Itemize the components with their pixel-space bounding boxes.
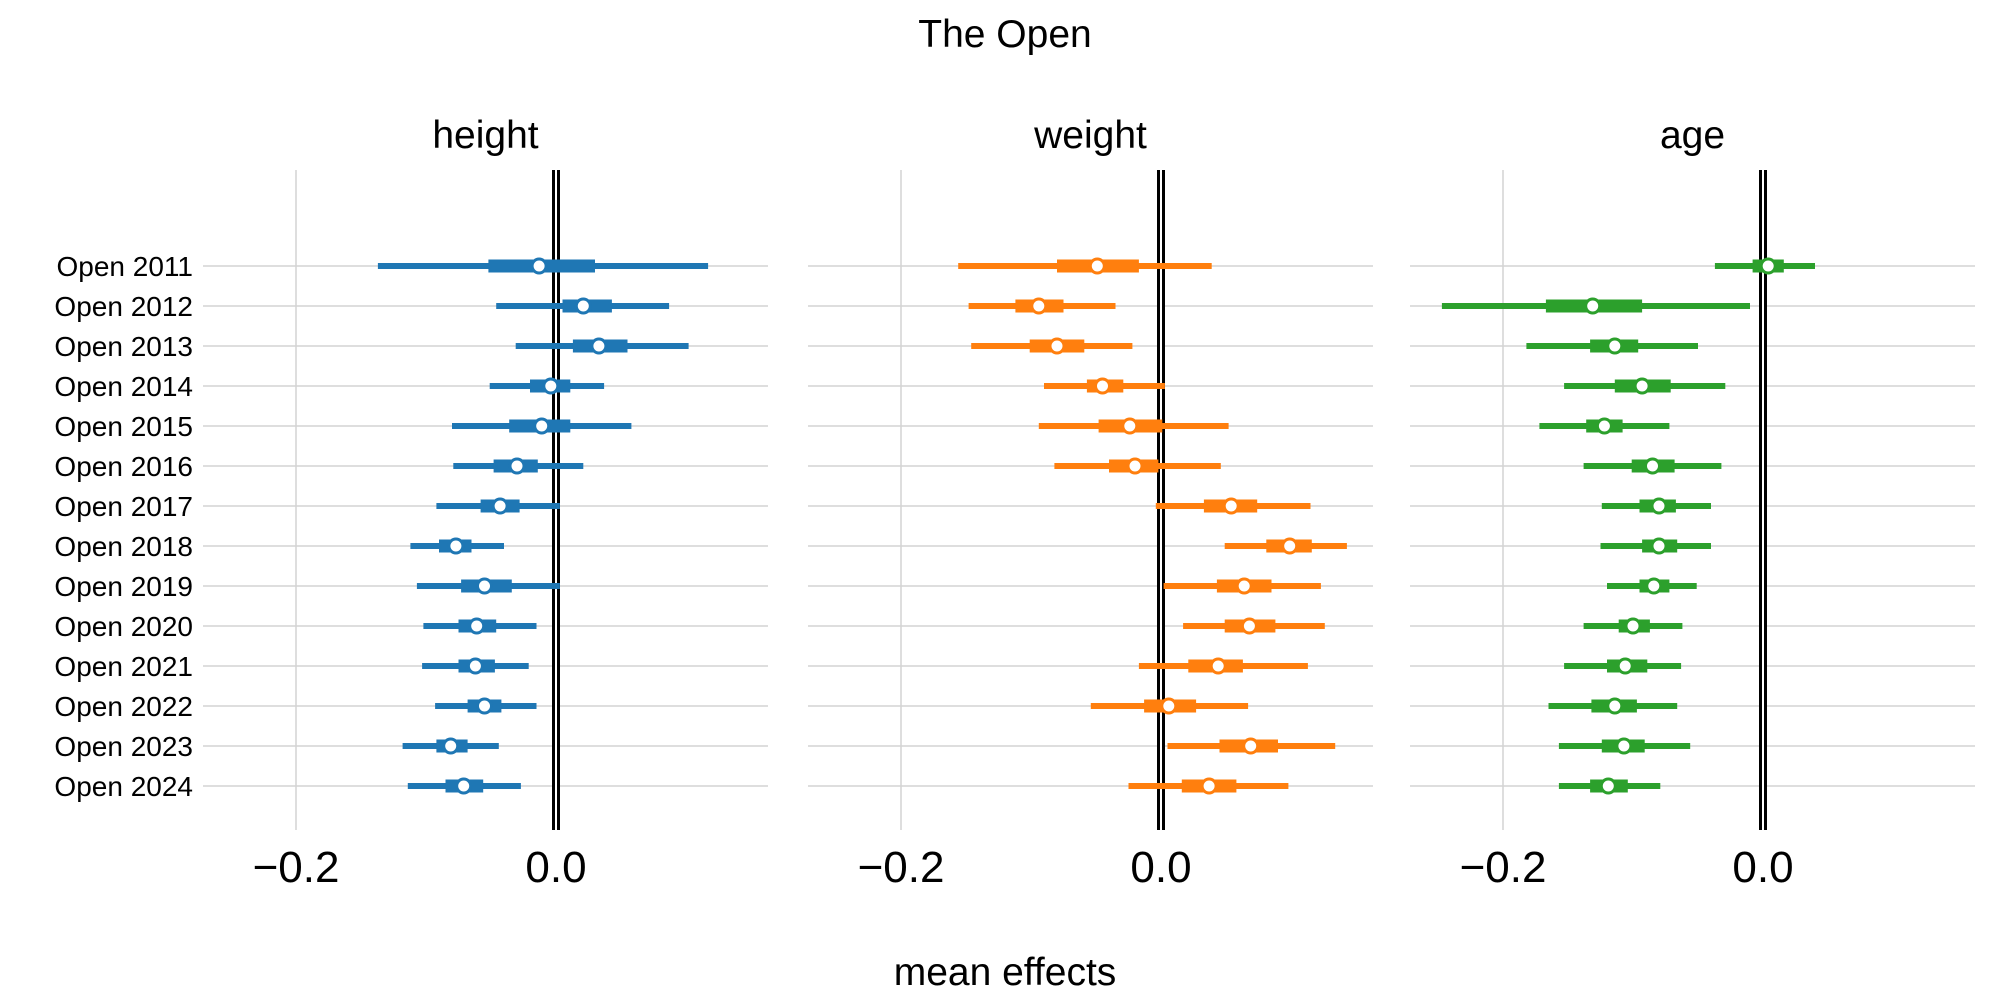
mean-point [542,377,560,395]
mean-point [1235,577,1253,595]
mean-point [447,537,465,555]
y-tick-label: Open 2023 [54,731,193,762]
y-tick-label: Open 2011 [57,251,194,282]
mean-point [1650,497,1668,515]
reference-line-gap [1762,170,1764,830]
panel-title: weight [1033,114,1147,157]
reference-line-gap [1160,170,1162,830]
mean-point [1759,257,1777,275]
mean-point [1048,337,1066,355]
mean-point [1616,657,1634,675]
mean-point [1240,617,1258,635]
panel-age: age −0.2 0.0 [1410,114,1975,892]
mean-point [1595,417,1613,435]
y-tick-label: Open 2012 [54,291,193,322]
mean-point [491,497,509,515]
y-tick-label: Open 2013 [54,331,193,362]
mean-point [508,457,526,475]
mean-point [1615,737,1633,755]
mean-point [1644,457,1661,475]
mean-point [1088,257,1106,275]
mean-point [466,657,484,675]
mean-point [590,337,608,355]
mean-point [1281,537,1299,555]
mean-point [1633,377,1651,395]
mean-point [442,737,460,755]
x-tick-label: 0.0 [525,843,586,892]
y-tick-label: Open 2024 [54,771,193,802]
mean-point [1126,457,1144,475]
y-tick-label: Open 2016 [54,451,193,482]
mean-point [1160,697,1178,715]
x-tick-label: −0.2 [858,843,945,892]
panel-title: age [1660,114,1725,157]
y-tick-label: Open 2014 [54,371,193,402]
y-tick-label: Open 2017 [54,491,193,522]
x-tick-label: −0.2 [1460,843,1547,892]
panels: Open 2011 Open 2012 Open 2013 Open 2014 Open… [54,114,1975,892]
mean-point [1200,777,1218,795]
mean-point [530,257,548,275]
mean-point [1599,777,1617,795]
mean-point [1209,657,1227,675]
mean-point [1584,297,1602,315]
y-tick-label: Open 2019 [54,571,193,602]
mean-point [533,417,551,435]
y-tick-label: Open 2020 [54,611,193,642]
y-tick-label: Open 2022 [54,691,193,722]
mean-point [476,577,493,595]
mean-point [1650,537,1668,555]
y-tick-label: Open 2015 [54,411,193,442]
mean-point [1094,377,1111,395]
x-tick-label: 0.0 [1732,843,1793,892]
panel-title: height [432,114,538,157]
figure-title: The Open [918,13,1091,56]
mean-point [468,617,486,635]
x-tick-label: −0.2 [253,843,340,892]
mean-point [1624,617,1642,635]
panel-weight: weight −0.2 0.0 [808,114,1373,892]
x-tick-label: 0.0 [1130,843,1191,892]
y-tick-label: Open 2021 [54,651,193,682]
mean-point [1242,737,1260,755]
mean-point [1030,297,1048,315]
mean-point [1222,497,1240,515]
mean-point [1606,337,1624,355]
mean-point [1121,417,1139,435]
y-tick-label: Open 2018 [54,531,193,562]
x-axis-label: mean effects [894,951,1117,994]
reference-line-gap [555,170,557,830]
mean-point [574,297,592,315]
panel-height: height −0.2 0.0 [203,114,768,892]
mean-point [476,697,493,715]
mean-point [455,777,473,795]
mean-point [1645,577,1663,595]
mean-point [1606,697,1624,715]
